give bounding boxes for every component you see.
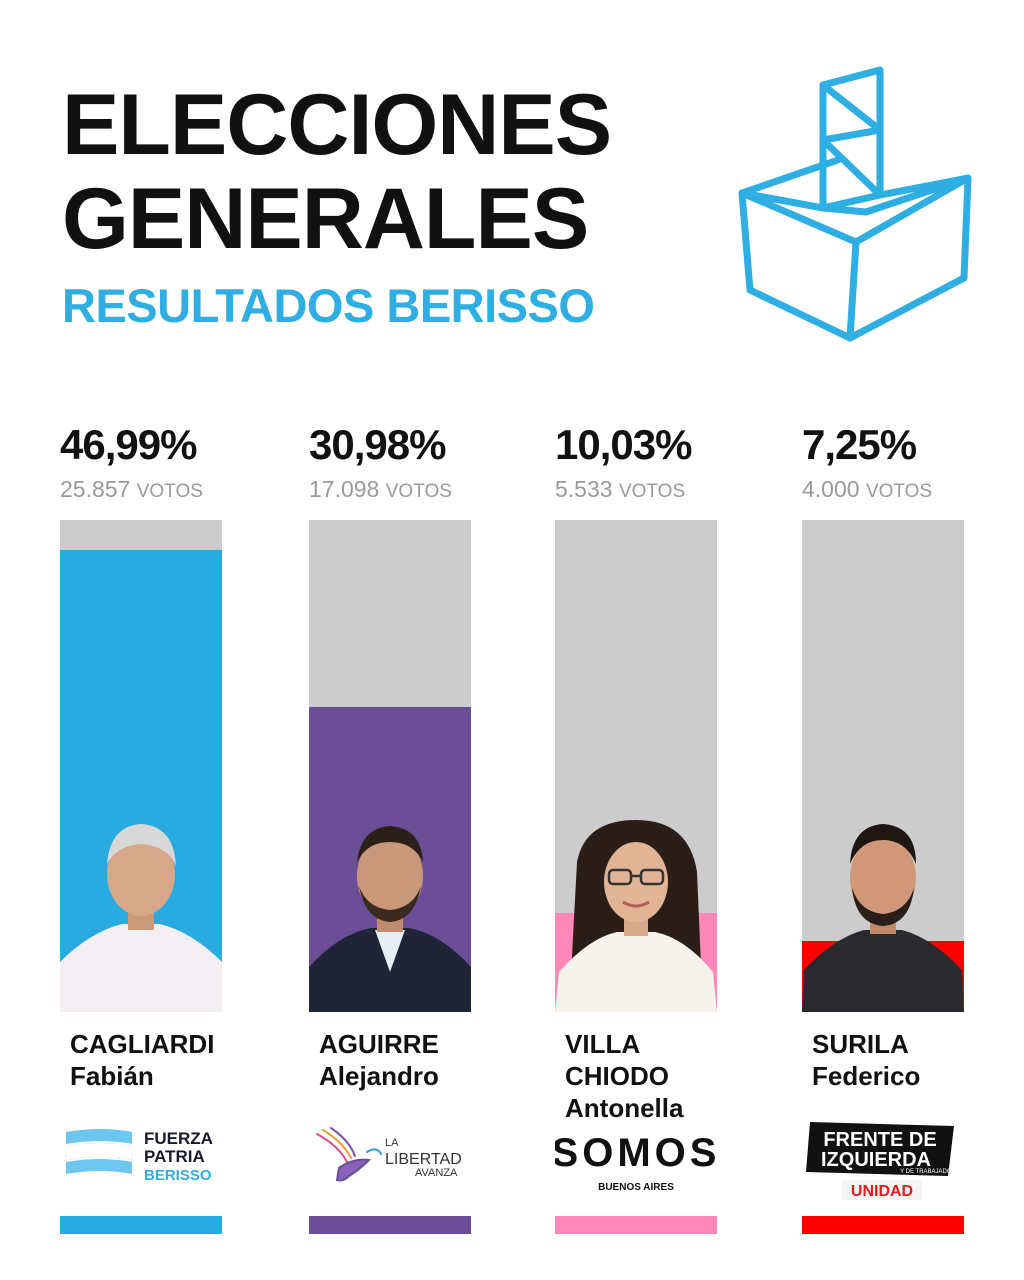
votes-word: VOTOS — [136, 481, 203, 502]
candidate-name: VILLA CHIODO Antonella — [565, 1028, 683, 1124]
votes-label: 5.533 VOTOS — [555, 476, 686, 502]
bar-track — [802, 520, 964, 1012]
candidate-name: CAGLIARDI Fabián — [70, 1028, 214, 1092]
votes-number: 17.098 — [309, 476, 380, 502]
candidate-photo — [309, 826, 471, 1012]
party-color-bar — [802, 1216, 964, 1234]
party-logo-somos: SOMOS BUENOS AIRES — [555, 1131, 717, 1193]
candidate-column-4: 7,25% 4.000 VOTOS SURILA Federico FRENTE… — [802, 0, 964, 1280]
bar-track — [555, 520, 717, 1012]
candidate-column-1: 46,99% 25.857 VOTOS CAGLIARDI Fabián FUE… — [60, 0, 222, 1280]
party-line-1: SOMOS — [555, 1131, 717, 1175]
bar-fill — [555, 820, 717, 1012]
party-color-bar — [60, 1216, 222, 1234]
candidate-firstname: Fabián — [70, 1061, 154, 1091]
party-line-4: Y DE TRABAJADORES — [900, 1169, 964, 1175]
eagle-icon — [316, 1127, 382, 1182]
votes-label: 17.098 VOTOS — [309, 476, 452, 502]
party-line-2: LIBERTAD — [385, 1151, 462, 1168]
party-line-3: BERISSO — [144, 1167, 212, 1184]
candidate-photo — [555, 820, 717, 1012]
votes-label: 4.000 VOTOS — [802, 476, 933, 502]
votes-word: VOTOS — [385, 481, 452, 502]
bar-fill — [60, 550, 222, 1012]
party-logo-frente-de-izquierda: FRENTE DE IZQUIERDA Y DE TRABAJADORES UN… — [806, 1122, 964, 1200]
ballot-box-icon — [738, 66, 972, 342]
party-line-3: UNIDAD — [851, 1183, 913, 1200]
party-line-1: FUERZA — [144, 1129, 213, 1148]
candidate-firstname: CHIODO — [565, 1061, 669, 1091]
candidate-surname: VILLA — [565, 1029, 641, 1059]
candidate-firstname: Alejandro — [319, 1061, 439, 1091]
bar-track — [309, 520, 471, 1012]
candidate-photo — [802, 824, 964, 1012]
votes-number: 4.000 — [802, 476, 860, 502]
candidate-surname: SURILA — [812, 1029, 909, 1059]
subtitle: RESULTADOS BERISSO — [62, 279, 595, 332]
percent-label: 46,99% — [60, 421, 197, 468]
argentina-flag-icon — [65, 1129, 133, 1174]
candidate-firstname: Federico — [812, 1061, 921, 1091]
candidate-column-2: 30,98% 17.098 VOTOS AGUIRRE Alejandro LA… — [309, 0, 471, 1280]
candidate-name: SURILA Federico — [812, 1028, 920, 1092]
bar-fill — [309, 707, 471, 1012]
party-logo-fuerza-patria: FUERZA PATRIA BERISSO — [65, 1129, 213, 1184]
party-line-1: LA — [385, 1137, 399, 1149]
party-line-2: IZQUIERDA — [821, 1149, 931, 1171]
party-color-bar — [309, 1216, 471, 1234]
party-line-2: BUENOS AIRES — [598, 1182, 674, 1193]
party-logo-la-libertad-avanza: LA LIBERTAD AVANZA — [316, 1127, 462, 1182]
party-line-3: AVANZA — [415, 1167, 458, 1179]
percent-label: 7,25% — [802, 421, 917, 468]
candidate-firstname-2: Antonella — [565, 1093, 684, 1123]
percent-label: 30,98% — [309, 421, 446, 468]
candidate-surname: CAGLIARDI — [70, 1029, 215, 1059]
votes-number: 5.533 — [555, 476, 613, 502]
votes-word: VOTOS — [618, 481, 686, 502]
candidate-column-3: 10,03% 5.533 VOTOS VILLA CHIODO Antonell… — [555, 0, 717, 1280]
party-line-1: FRENTE DE — [823, 1129, 936, 1151]
title-line-1: ELECCIONES — [62, 77, 612, 173]
party-color-bar — [555, 1216, 717, 1234]
votes-number: 25.857 — [60, 476, 131, 502]
bar-fill — [802, 824, 964, 1012]
party-line-2: PATRIA — [144, 1147, 205, 1166]
candidate-surname: AGUIRRE — [319, 1029, 439, 1059]
candidate-name: AGUIRRE Alejandro — [319, 1028, 439, 1092]
percent-label: 10,03% — [555, 421, 692, 468]
candidate-photo — [60, 824, 222, 1012]
bar-track — [60, 520, 222, 1012]
title-line-2: GENERALES — [62, 171, 589, 267]
votes-label: 25.857 VOTOS — [60, 476, 203, 502]
votes-word: VOTOS — [865, 481, 933, 502]
